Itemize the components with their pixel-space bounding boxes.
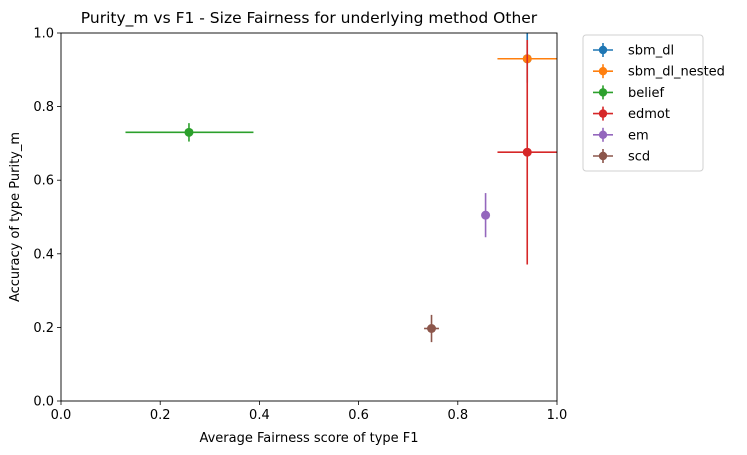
x-tick-label: 0.8 [447,408,468,423]
legend-label: sbm_dl [628,44,674,59]
legend-marker [598,151,608,161]
legend-marker [598,88,608,97]
legend-marker [598,45,608,55]
series-em [481,193,491,238]
legend-label: edmot [628,107,670,122]
legend-item: edmot [593,106,670,122]
axes-frame [60,32,558,402]
legend-label: scd [628,150,650,165]
legend-frame [582,34,704,172]
legend-item: sbm_dl_nested [593,64,725,80]
legend-item: scd [593,149,650,165]
legend-label: em [628,128,649,143]
x-tick-label: 0.2 [150,408,171,423]
data-point [481,210,491,220]
data-point [427,324,437,334]
legend-marker [598,130,608,139]
x-tick-label: 0.6 [348,408,369,423]
chart-title: Purity_m vs F1 - Size Fairness for under… [81,9,538,28]
data-layer [125,33,557,343]
data-point [184,127,194,137]
data-point [522,147,532,157]
series-scd [424,314,439,343]
legend-item: em [593,127,649,143]
legend-item: sbm_dl [593,43,674,59]
legend-item: belief [593,85,664,101]
series-edmot [497,39,557,265]
y-tick-label: 0.2 [33,321,54,336]
y-tick-label: 1.0 [33,27,54,42]
x-tick-label: 1.0 [547,408,568,423]
y-tick-label: 0.6 [33,174,54,189]
plot-area: 0.0 0.2 0.4 0.6 0.8 1.0 0.0 0.2 0.4 0.6 0.8 1.0 [33,27,567,424]
x-axis-label: Average Fairness score of type F1 [199,431,418,446]
legend-label: sbm_dl_nested [628,65,725,80]
legend-marker [598,109,608,118]
x-tick-label: 0.0 [51,408,72,423]
y-tick-label: 0.4 [33,247,54,262]
y-tick-label: 0.8 [33,100,54,115]
x-tick-label: 0.4 [249,408,270,423]
legend-marker [598,67,608,76]
legend-label: belief [628,86,664,101]
series-belief [125,123,254,142]
y-tick-label: 0.0 [33,395,54,410]
y-axis-label: Accuracy of type Purity_m [8,132,23,302]
